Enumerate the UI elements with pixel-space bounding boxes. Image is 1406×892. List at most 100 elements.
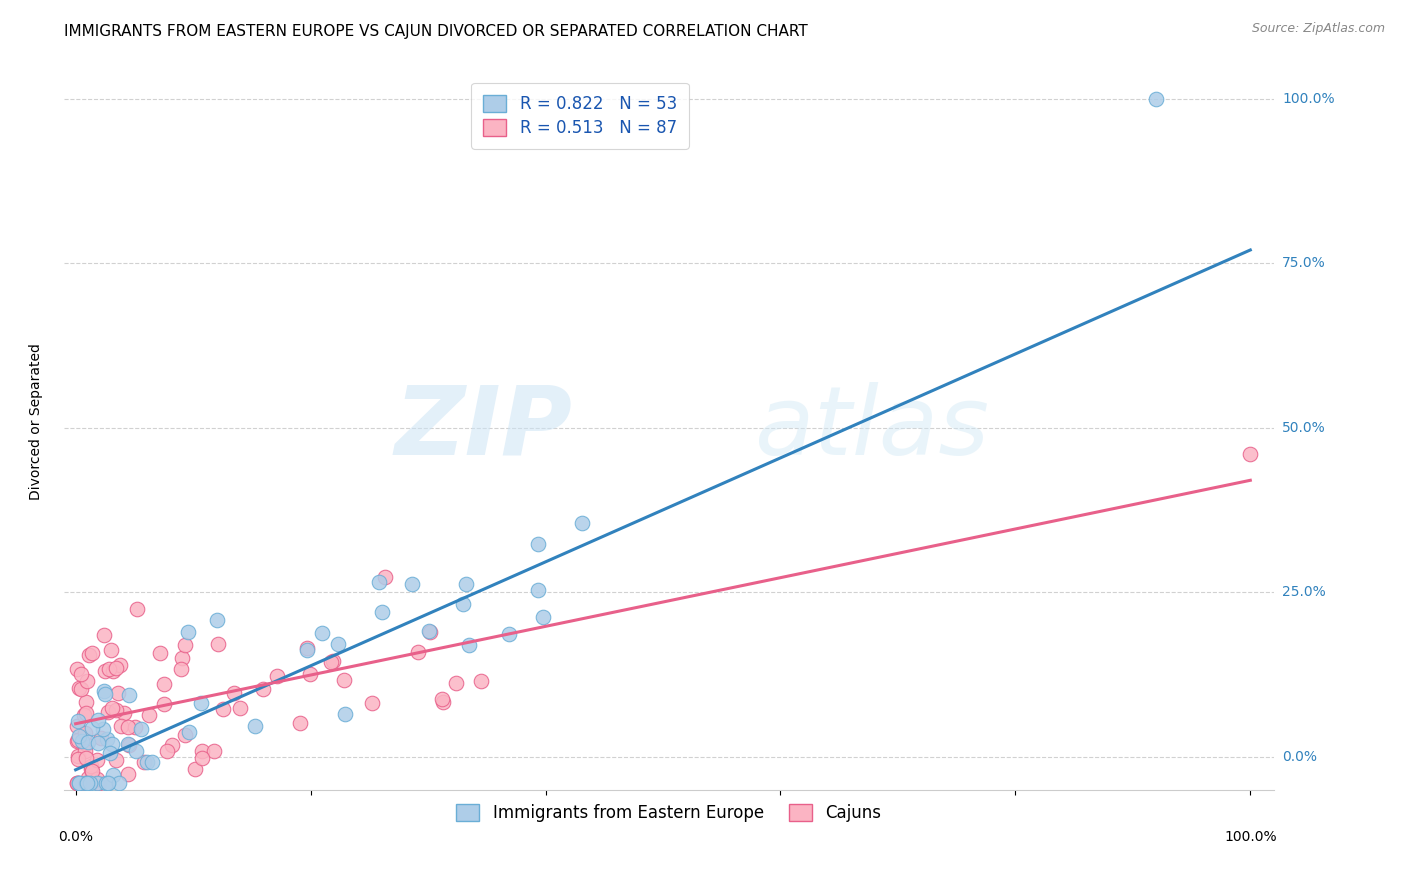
- Point: [295, 643, 318, 657]
- Point: [104, 703, 127, 717]
- Point: [190, 751, 212, 765]
- Point: [191, 744, 214, 758]
- Point: [117, 738, 139, 752]
- Point: [183, 762, 205, 776]
- Text: 25.0%: 25.0%: [1282, 585, 1326, 599]
- Point: [368, 575, 391, 590]
- Point: [138, 707, 160, 722]
- Point: [67, 752, 90, 766]
- Text: 75.0%: 75.0%: [1282, 256, 1326, 270]
- Point: [371, 605, 394, 619]
- Text: ZIP: ZIP: [394, 382, 572, 475]
- Point: [172, 651, 194, 665]
- Point: [527, 537, 550, 551]
- Point: [73, 708, 96, 723]
- Point: [1144, 92, 1167, 106]
- Point: [80, 721, 103, 735]
- Point: [67, 681, 90, 696]
- Y-axis label: Divorced or Separated: Divorced or Separated: [30, 343, 44, 500]
- Point: [66, 776, 89, 790]
- Point: [533, 610, 555, 624]
- Text: 0.0%: 0.0%: [58, 830, 93, 844]
- Point: [156, 744, 179, 758]
- Point: [86, 772, 108, 786]
- Point: [66, 749, 89, 764]
- Point: [202, 744, 225, 758]
- Point: [152, 677, 174, 691]
- Point: [86, 735, 108, 749]
- Point: [135, 755, 157, 769]
- Point: [571, 516, 593, 531]
- Point: [80, 759, 103, 773]
- Point: [87, 713, 110, 727]
- Point: [311, 625, 333, 640]
- Point: [112, 706, 135, 720]
- Point: [97, 776, 120, 790]
- Point: [190, 696, 212, 710]
- Point: [100, 643, 122, 657]
- Point: [86, 753, 108, 767]
- Point: [110, 718, 132, 732]
- Point: [457, 638, 479, 652]
- Point: [80, 764, 103, 778]
- Point: [75, 776, 97, 790]
- Point: [76, 776, 98, 790]
- Point: [67, 776, 90, 790]
- Point: [252, 681, 274, 696]
- Point: [266, 669, 288, 683]
- Point: [72, 733, 94, 747]
- Point: [104, 753, 127, 767]
- Point: [66, 714, 89, 728]
- Point: [360, 696, 382, 710]
- Point: [75, 751, 97, 765]
- Point: [77, 771, 100, 785]
- Point: [174, 728, 197, 742]
- Point: [419, 624, 441, 639]
- Point: [70, 681, 93, 696]
- Point: [322, 654, 344, 668]
- Point: [90, 731, 112, 746]
- Point: [141, 755, 163, 769]
- Point: [333, 673, 356, 688]
- Point: [66, 719, 89, 733]
- Point: [207, 636, 229, 650]
- Point: [108, 658, 131, 673]
- Point: [453, 597, 475, 611]
- Point: [408, 645, 430, 659]
- Point: [299, 666, 322, 681]
- Point: [79, 776, 101, 790]
- Point: [444, 676, 467, 690]
- Point: [456, 577, 478, 591]
- Point: [101, 767, 124, 781]
- Point: [125, 744, 148, 758]
- Point: [319, 655, 342, 669]
- Point: [70, 667, 93, 681]
- Point: [498, 627, 520, 641]
- Point: [243, 719, 266, 733]
- Point: [288, 716, 311, 731]
- Point: [66, 733, 89, 747]
- Point: [103, 664, 125, 678]
- Point: [401, 577, 423, 591]
- Point: [67, 733, 90, 747]
- Point: [177, 624, 200, 639]
- Point: [75, 706, 97, 720]
- Point: [297, 640, 319, 655]
- Point: [328, 636, 350, 650]
- Point: [118, 688, 141, 702]
- Point: [374, 570, 396, 584]
- Point: [430, 692, 453, 706]
- Point: [205, 613, 228, 627]
- Text: 100.0%: 100.0%: [1282, 92, 1334, 105]
- Point: [105, 661, 128, 675]
- Point: [91, 722, 114, 736]
- Point: [86, 776, 108, 790]
- Point: [134, 755, 156, 769]
- Point: [75, 744, 97, 758]
- Point: [94, 664, 117, 678]
- Point: [97, 776, 120, 790]
- Point: [1239, 447, 1261, 461]
- Point: [107, 776, 129, 790]
- Point: [79, 775, 101, 789]
- Point: [76, 673, 98, 688]
